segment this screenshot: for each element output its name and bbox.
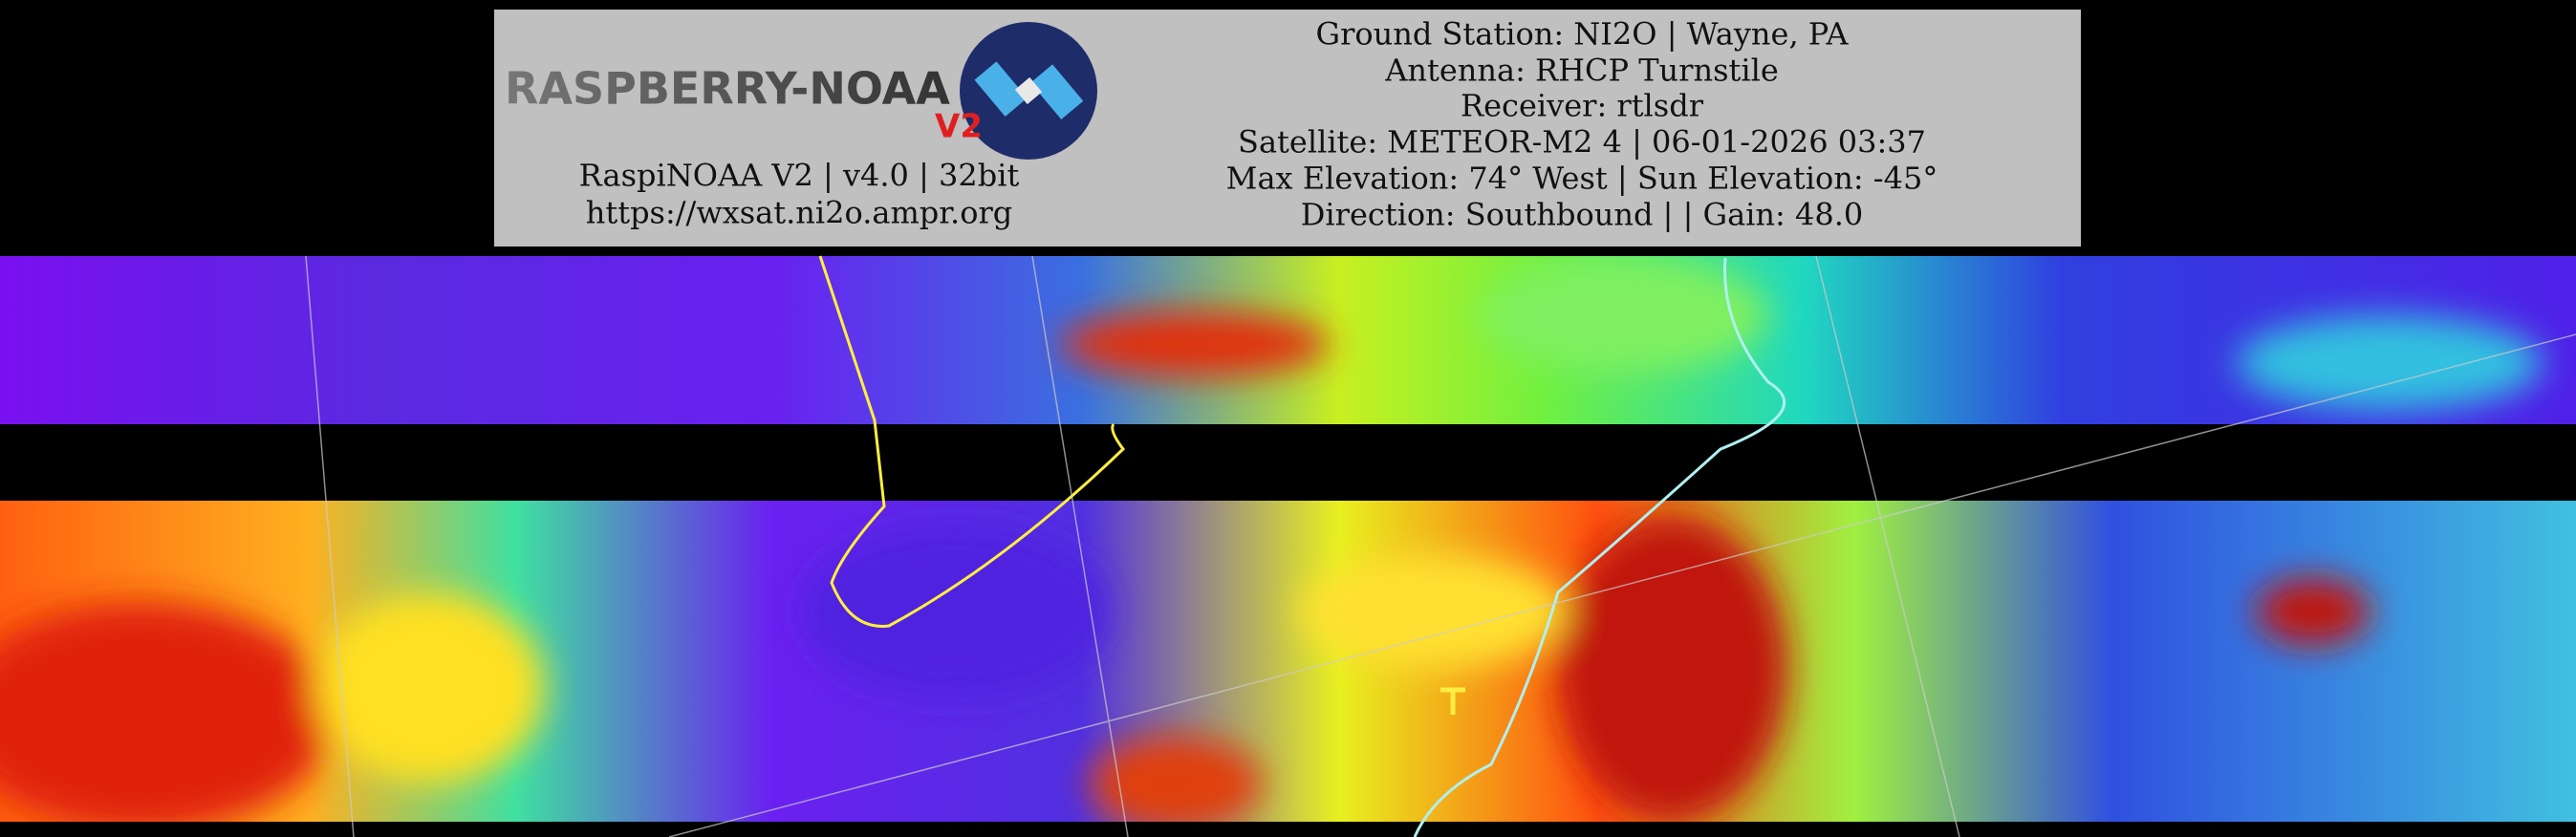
cloud-areas: [1061, 258, 2543, 411]
info-line: Direction: Southbound | | Gain: 48.0: [1301, 197, 1863, 233]
info-line: RaspiNOAA V2 | v4.0 | 32bit: [579, 158, 1020, 194]
logo-badge: V2: [935, 108, 983, 146]
header-panel: [494, 10, 2081, 247]
info-line: https://wxsat.ni2o.ampr.org: [586, 195, 1013, 231]
cloud-areas: [0, 516, 2370, 822]
info-line: Ground Station: NI2O | Wayne, PA: [1316, 16, 1850, 53]
info-line: Receiver: rtlsdr: [1461, 88, 1704, 124]
info-line: Max Elevation: 74° West | Sun Elevation:…: [1226, 161, 1938, 197]
logo-text: RASPBERRY-NOAA: [505, 63, 950, 115]
info-line: Satellite: METEOR-M2 4 | 06-01-2026 03:3…: [1238, 124, 1926, 161]
satellite-icon: [974, 61, 1084, 119]
info-line: Antenna: RHCP Turnstile: [1384, 53, 1779, 89]
overlay-lines: [305, 255, 2576, 837]
